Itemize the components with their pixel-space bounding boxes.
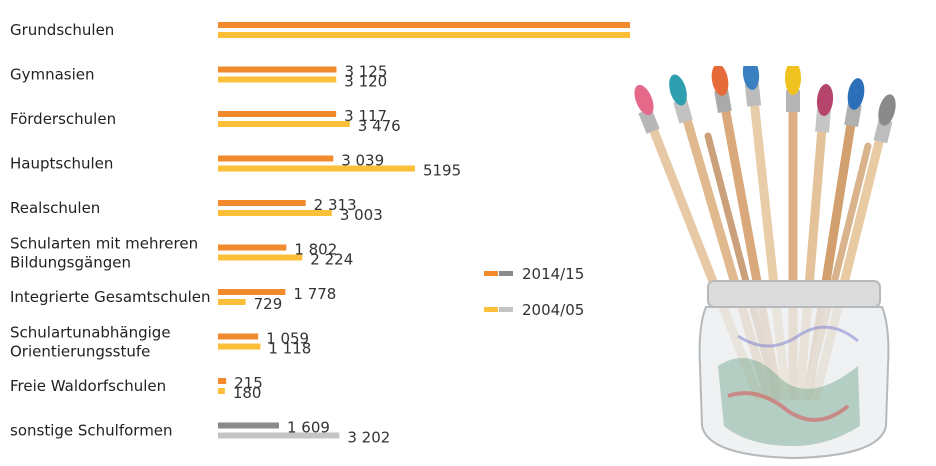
value-label: 3 120 (344, 73, 387, 91)
bar-2004-05 (218, 76, 337, 83)
bar-2004-05 (218, 388, 225, 394)
category-label: Bildungsgängen (10, 254, 131, 272)
bar-2014-15 (218, 66, 337, 73)
category-label: Schularten mit mehreren (10, 235, 198, 253)
bar-2014-15 (218, 289, 286, 295)
category-label: Orientierungsstufe (10, 343, 150, 361)
bar-2004-05 (218, 343, 261, 350)
bar-2014-15 (218, 333, 259, 340)
glass-jar (698, 280, 890, 460)
value-label: 3 117 (344, 107, 387, 125)
bar-2014-15 (218, 422, 279, 429)
value-label: 5195 (423, 162, 461, 180)
value-label: 1 609 (287, 419, 330, 437)
value-label: 2 224 (310, 251, 353, 269)
bar-2004-05 (218, 32, 630, 38)
brush-ferrules (638, 83, 893, 144)
bar-2014-15 (218, 378, 227, 384)
bar-2014-15 (218, 22, 630, 28)
value-label: 729 (254, 295, 283, 313)
bar-chart: Grundschulen15 57816 935Gymnasien3 1253 … (10, 21, 630, 447)
value-label: 3 125 (344, 63, 387, 81)
value-label: 180 (233, 384, 262, 402)
bar-2014-15 (218, 244, 287, 251)
value-label: 3 202 (347, 429, 390, 447)
category-label: Freie Waldorfschulen (10, 377, 166, 395)
category-label: Hauptschulen (10, 155, 113, 173)
value-label: 1 118 (268, 340, 311, 358)
bar-2004-05 (218, 165, 415, 172)
legend-swatch (484, 307, 498, 312)
legend-swatch-other (499, 271, 513, 276)
category-label: Grundschulen (10, 21, 114, 39)
paintbrushes-jar-illustration (634, 66, 896, 460)
bar-2014-15 (218, 155, 334, 162)
legend-swatch (484, 271, 498, 276)
bar-2004-05 (218, 121, 350, 127)
category-label: Realschulen (10, 199, 100, 217)
legend-label: 2014/15 (522, 265, 584, 283)
value-label: 3 003 (340, 206, 383, 224)
bar-2014-15 (218, 200, 306, 206)
legend-label: 2004/05 (522, 301, 584, 319)
bar-2004-05 (218, 299, 246, 305)
bar-2004-05 (218, 254, 303, 261)
value-label: 215 (234, 374, 263, 392)
value-label: 1 778 (293, 285, 336, 303)
value-label: 2 313 (314, 196, 357, 214)
value-label: 3 476 (358, 117, 401, 135)
legend-swatch-other (499, 307, 513, 312)
value-label: 1 059 (266, 330, 309, 348)
category-label: sonstige Schulformen (10, 422, 173, 440)
brush-bristles (634, 66, 896, 126)
category-label: Gymnasien (10, 66, 95, 84)
category-label: Schulartunabhängige (10, 324, 171, 342)
category-label: Förderschulen (10, 110, 116, 128)
bar-2004-05 (218, 432, 340, 439)
bar-2004-05 (218, 210, 332, 216)
bar-2014-15 (218, 111, 337, 117)
value-label: 1 802 (294, 241, 337, 259)
category-label: Integrierte Gesamtschulen (10, 288, 211, 306)
value-label: 3 039 (341, 152, 384, 170)
